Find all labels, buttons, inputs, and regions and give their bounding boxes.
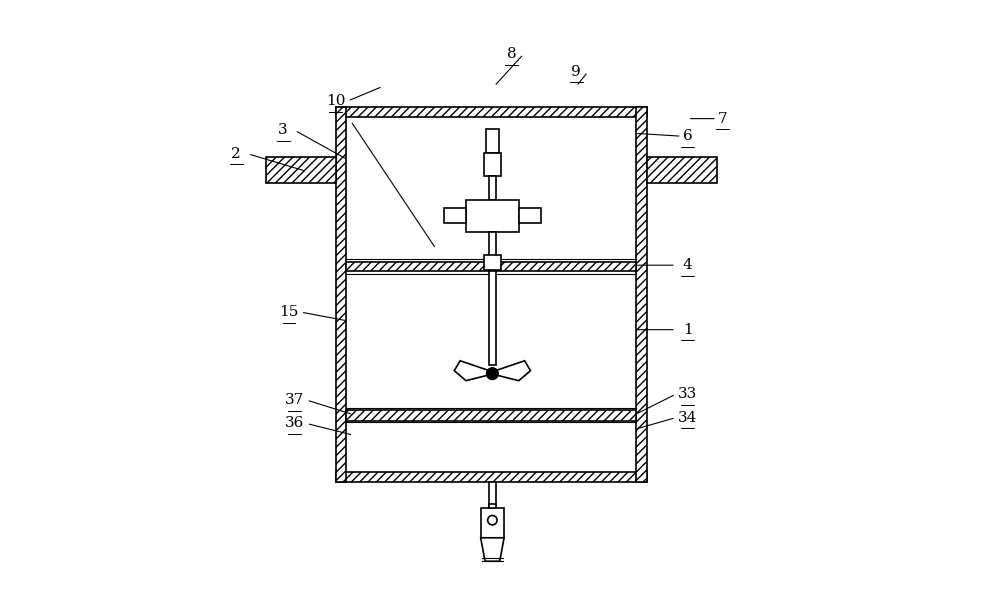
Bar bbox=[484, 255, 501, 270]
Bar bbox=[481, 508, 504, 538]
Bar bbox=[486, 129, 499, 153]
Circle shape bbox=[487, 368, 498, 379]
Text: 2: 2 bbox=[231, 147, 241, 161]
Polygon shape bbox=[481, 538, 504, 561]
Text: 37: 37 bbox=[285, 393, 304, 407]
Bar bbox=[484, 153, 501, 176]
Text: 10: 10 bbox=[326, 94, 346, 108]
Circle shape bbox=[488, 515, 497, 525]
Bar bbox=[346, 410, 636, 421]
Bar bbox=[444, 209, 466, 223]
Text: 9: 9 bbox=[571, 65, 581, 79]
Text: 4: 4 bbox=[683, 258, 692, 272]
Bar bbox=[489, 482, 496, 508]
Bar bbox=[519, 209, 541, 223]
Bar bbox=[336, 107, 346, 482]
Text: 34: 34 bbox=[678, 411, 697, 425]
Bar bbox=[266, 157, 336, 183]
Text: 3: 3 bbox=[278, 123, 288, 137]
Text: 7: 7 bbox=[718, 112, 728, 125]
Bar bbox=[489, 504, 496, 508]
Bar bbox=[336, 107, 647, 117]
Bar bbox=[336, 472, 647, 482]
Text: 6: 6 bbox=[683, 129, 692, 143]
Bar bbox=[489, 232, 496, 262]
Bar bbox=[636, 107, 647, 482]
Text: 33: 33 bbox=[678, 387, 697, 401]
Text: 1: 1 bbox=[683, 323, 692, 337]
Polygon shape bbox=[454, 360, 489, 380]
Bar bbox=[346, 262, 636, 271]
Bar bbox=[489, 271, 496, 365]
Bar bbox=[466, 200, 519, 232]
Text: 36: 36 bbox=[285, 416, 305, 431]
Bar bbox=[489, 176, 496, 200]
Bar bbox=[647, 157, 717, 183]
Text: 15: 15 bbox=[279, 305, 299, 319]
Polygon shape bbox=[495, 360, 530, 380]
Text: 8: 8 bbox=[507, 47, 517, 61]
